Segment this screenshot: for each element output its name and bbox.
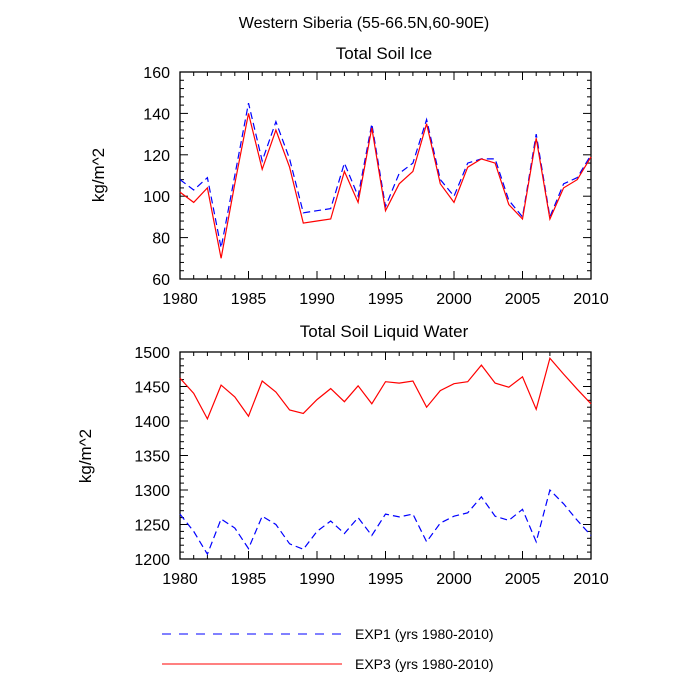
y-tick-label: 1200 [134, 552, 170, 569]
y-tick-label: 1300 [134, 483, 170, 500]
y-tick-label: 60 [152, 272, 170, 289]
y-tick-label: 1450 [134, 380, 170, 397]
x-tick-label: 1990 [299, 291, 335, 308]
panel-soil-liquid-water: Total Soil Liquid Water kg/m^2 1980 1985 1… [76, 322, 609, 588]
tick-labels: 1980 1985 1990 1995 2000 2005 2010 60 80 100 120 14… [143, 65, 609, 308]
x-tick-label: 2000 [436, 291, 472, 308]
panel-soil-ice: Total Soil Ice kg/m^2 1980 1985 1990 1995 20… [89, 44, 609, 308]
figure-title: Western Siberia (55-66.5N,60-90E) [239, 15, 490, 32]
x-tick-label: 1995 [368, 291, 404, 308]
y-tick-label: 80 [152, 231, 170, 248]
series-line-exp1 [179, 488, 592, 556]
x-tick-label: 1985 [231, 291, 267, 308]
x-tick-label: 2010 [573, 291, 609, 308]
x-tick-label: 2005 [505, 291, 541, 308]
y-axis-label: kg/m^2 [76, 429, 95, 483]
legend: EXP1 (yrs 1980-2010) EXP3 (yrs 1980-2010… [162, 626, 494, 672]
series-lines [179, 356, 592, 556]
y-tick-label: 160 [143, 65, 170, 82]
x-tick-label: 1990 [299, 571, 335, 588]
y-tick-label: 1250 [134, 518, 170, 535]
y-tick-label: 1500 [134, 345, 170, 362]
x-tick-label: 1985 [231, 571, 267, 588]
x-tick-label: 2000 [436, 571, 472, 588]
tick-marks [179, 351, 592, 560]
plot-frame [179, 351, 592, 560]
x-tick-label: 1995 [368, 571, 404, 588]
y-tick-label: 100 [143, 189, 170, 206]
legend-label-exp3: EXP3 (yrs 1980-2010) [355, 656, 494, 672]
x-tick-label: 2010 [573, 571, 609, 588]
series-line-exp1 [179, 102, 592, 249]
x-tick-label: 1980 [162, 291, 198, 308]
x-tick-label: 1980 [162, 571, 198, 588]
legend-item-exp3: EXP3 (yrs 1980-2010) [162, 656, 494, 672]
tick-marks [179, 71, 592, 280]
y-tick-label: 140 [143, 106, 170, 123]
panel-title: Total Soil Liquid Water [300, 322, 469, 341]
y-axis-label: kg/m^2 [89, 148, 108, 202]
tick-labels: 1980 1985 1990 1995 2000 2005 2010 1200 1250 1300… [134, 345, 608, 588]
y-tick-label: 1400 [134, 414, 170, 431]
series-lines [179, 102, 592, 259]
legend-item-exp1: EXP1 (yrs 1980-2010) [162, 626, 494, 642]
x-tick-label: 2005 [505, 571, 541, 588]
legend-label-exp1: EXP1 (yrs 1980-2010) [355, 626, 494, 642]
y-tick-label: 1350 [134, 449, 170, 466]
series-line-exp3 [179, 356, 592, 421]
series-line-exp3 [179, 113, 592, 259]
panel-title: Total Soil Ice [336, 44, 432, 63]
y-tick-label: 120 [143, 148, 170, 165]
